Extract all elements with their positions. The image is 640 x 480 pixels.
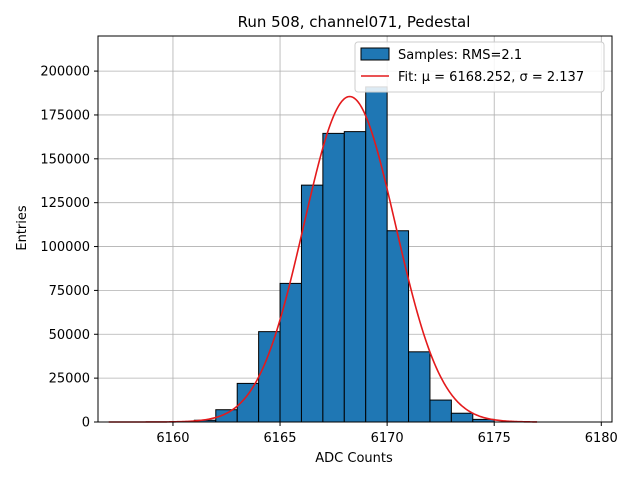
legend-box [354,41,605,93]
histogram-bar-3 [258,331,281,423]
y-tick-label-7: 175000 [40,108,90,123]
x-axis-ticks: 6160 6165 6170 6175 6180 [156,422,618,446]
x-axis-label: ADC Counts [315,451,393,466]
y-tick-label-4: 100000 [40,240,90,255]
y-tick-label-1: 25000 [49,372,90,387]
y-tick-label-2: 50000 [49,328,90,343]
x-tick-label-3: 6175 [478,431,511,446]
x-tick-label-1: 6165 [263,431,296,446]
histogram-bar-4 [279,282,302,423]
x-tick-label-0: 6160 [156,431,189,446]
histogram-bar-11 [429,399,452,423]
x-tick-label-2: 6170 [371,431,404,446]
histogram-bar-7 [343,131,367,423]
y-tick-label-6: 150000 [40,152,90,167]
histogram-bar-9 [386,230,410,423]
legend-samples-swatch [360,47,390,61]
y-tick-label-3: 75000 [49,284,90,299]
y-tick-label-0: 0 [82,416,90,431]
chart-title: Run 508, channel071, Pedestal [238,13,471,31]
x-tick-label-4: 6180 [585,431,618,446]
histogram-bar-10 [408,351,431,423]
histogram-bars [193,86,495,423]
y-tick-label-5: 125000 [40,196,90,211]
histogram-bar-8 [365,86,388,423]
histogram-bar-12 [450,412,474,423]
legend-fit-label: Fit: μ = 6168.252, σ = 2.137 [398,70,584,85]
legend: Samples: RMS=2.1 Fit: μ = 6168.252, σ = … [354,41,605,93]
axes-frame [97,35,613,423]
y-tick-label-8: 200000 [40,65,90,80]
y-axis-label: Entries [15,205,30,251]
histogram-bar-6 [322,132,345,423]
legend-samples-label: Samples: RMS=2.1 [398,48,522,63]
y-axis-ticks: 0 25000 50000 75000 100000 125000 150000 175000… [40,65,98,431]
